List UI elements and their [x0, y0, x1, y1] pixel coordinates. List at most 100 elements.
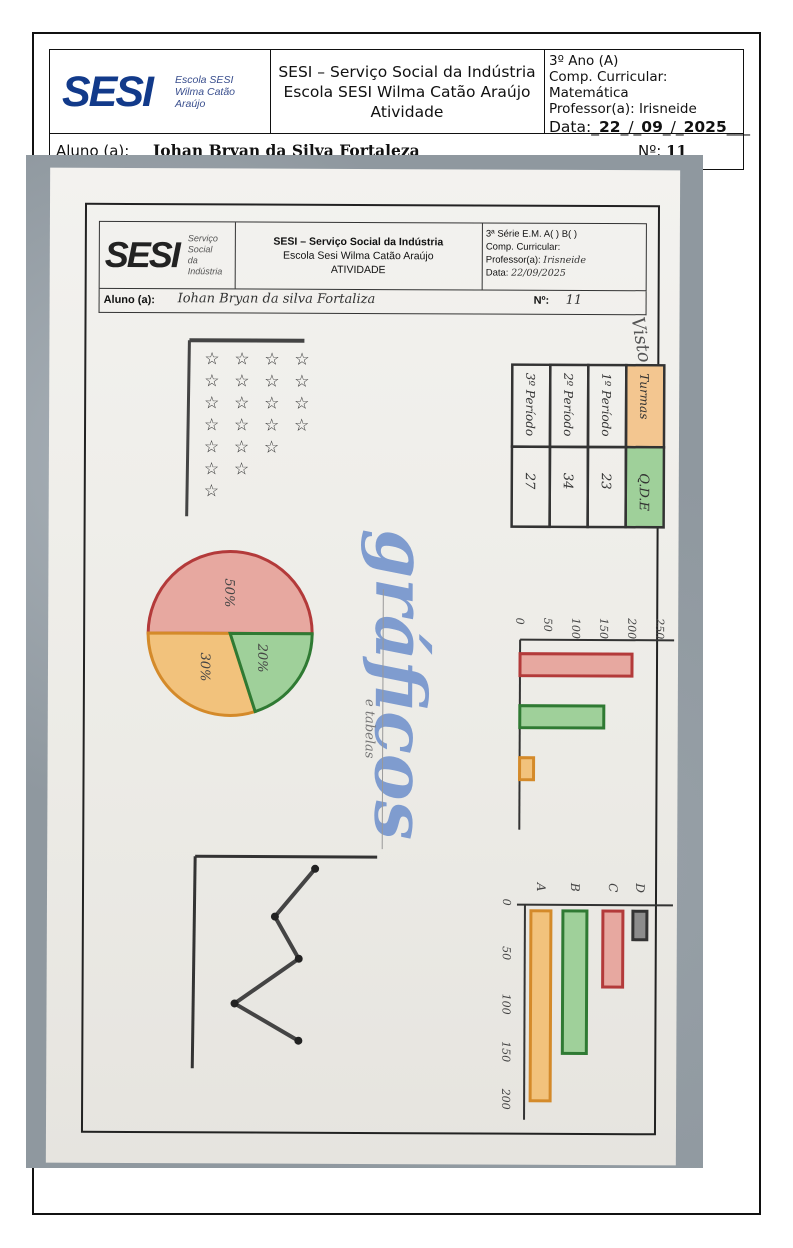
pie-label: 50%	[221, 578, 236, 607]
data-table: Turmas Q.D.E 1º Período 23 2º Período 34 3º Pe…	[510, 363, 666, 529]
pictograph-chart: ☆ ☆ ☆ ☆☆ ☆ ☆ ☆☆ ☆ ☆ ☆☆ ☆ ☆ ☆☆ ☆ ☆☆ ☆☆	[185, 338, 310, 517]
date-day: 22	[598, 118, 621, 136]
horizontal-bar-chart: 0 50 100 150 200 250	[513, 617, 675, 830]
vbar-tick-label: 200	[499, 1088, 512, 1110]
date-field: Data:_22_/_09_/_2025___	[549, 118, 750, 136]
star-icon: ☆	[264, 438, 279, 458]
info-cell: 3º Ano (A) Comp. Curricular: Matemática …	[544, 50, 750, 136]
date-month: 09	[641, 118, 663, 136]
hbar-tick-label: 150	[597, 618, 610, 639]
activity-photo: SESI Serviço Social da Indústria SESI – …	[26, 155, 703, 1168]
big-title: gráficos	[358, 529, 442, 840]
logo-subtitle: Escola SESI Wilma Catão Araújo	[175, 74, 235, 110]
line-series	[230, 867, 317, 1043]
pictograph-axis-left	[185, 340, 191, 517]
star-icon: ☆	[204, 437, 219, 457]
star-icon: ☆	[204, 371, 219, 391]
pictograph-axis-top	[189, 338, 305, 343]
logo-sub-line: Wilma Catão	[175, 86, 236, 98]
visto-stamp: Visto	[627, 315, 655, 364]
vbar-category-label: A	[534, 882, 548, 892]
star-icon: ☆	[234, 415, 249, 435]
table-header-label: 1º Período	[599, 373, 613, 436]
table-value-label: 23	[598, 472, 613, 490]
star-icon: ☆	[204, 459, 219, 479]
star-icon: ☆	[294, 350, 309, 370]
star-icon: ☆	[264, 416, 279, 436]
star-icon: ☆	[234, 349, 249, 369]
pie-label: 30%	[197, 652, 212, 681]
star-icon: ☆	[234, 437, 249, 457]
teacher-text: Professor(a): Irisneide	[549, 101, 697, 117]
star-icon: ☆	[294, 416, 309, 436]
star-icon: ☆	[234, 459, 249, 479]
star-icon: ☆	[234, 371, 249, 391]
hbar-bar	[518, 704, 606, 730]
vbar-tick-label: 50	[500, 946, 513, 960]
hbar-bar	[518, 756, 536, 782]
line-point	[311, 864, 320, 873]
subtitle: e tabelas	[362, 699, 377, 759]
activity-title: Atividade	[370, 102, 444, 121]
hbar-axis-top	[520, 638, 675, 642]
vbar-bar	[528, 909, 553, 1103]
vertical-bar-chart: 0 50 100 150 200 A B C D	[499, 882, 673, 1120]
line-point	[294, 954, 303, 963]
star-icon: ☆	[264, 372, 279, 392]
hbar-tick-label: 200	[625, 617, 638, 639]
sesi-logo: SESI	[62, 68, 154, 116]
logo-cell: SESI Escola SESI Wilma Catão Araújo	[50, 50, 271, 133]
star-icon: ☆	[234, 393, 249, 413]
pie-slice	[228, 631, 314, 714]
vbar-category-label: D	[633, 882, 647, 893]
date-year: 2025	[683, 118, 727, 136]
vbar-category-label: B	[568, 882, 582, 892]
hand-drawn-charts: Visto ☆ ☆ ☆ ☆☆ ☆ ☆ ☆☆ ☆ ☆ ☆☆ ☆ ☆ ☆☆ ☆ ☆☆ ☆☆ TurmasQ.D.E…	[146, 315, 675, 1120]
vbar-axis-top	[516, 903, 673, 907]
hbar-tick-label: 250	[653, 617, 666, 639]
star-icon: ☆	[264, 350, 279, 370]
star-icon: ☆	[294, 372, 309, 392]
hbar-tick-label: 100	[569, 618, 582, 639]
pie-label: 20%	[254, 643, 269, 673]
logo-sub-line: Escola SESI	[175, 74, 234, 86]
school-name: Escola SESI Wilma Catão Araújo	[283, 82, 531, 101]
table-value-label: 34	[560, 473, 575, 490]
line-chart	[190, 854, 378, 1069]
vbar-tick-label: 150	[499, 1041, 512, 1062]
star-icon: ☆	[204, 349, 219, 369]
pie-chart: 50% 30% 20%	[146, 549, 314, 717]
table-value-cell	[510, 445, 552, 529]
logo-sub-line: Araújo	[175, 98, 206, 110]
vbar-tick-label: 100	[499, 994, 512, 1015]
vbar-bar	[601, 909, 625, 989]
table-header-label: Turmas	[637, 373, 651, 419]
title-cell: SESI – Serviço Social da Indústria Escol…	[270, 50, 545, 133]
vbar-axis-left	[523, 904, 526, 1120]
pie-slice	[146, 631, 258, 717]
star-icon: ☆	[204, 481, 219, 501]
grade-text: 3º Ano (A)	[549, 53, 619, 69]
line-axis-left	[190, 856, 197, 1069]
star-icon: ☆	[264, 394, 279, 414]
title-underline	[381, 589, 384, 850]
vbar-bar	[560, 909, 589, 1055]
line-point	[270, 912, 279, 921]
header-table: SESI Escola SESI Wilma Catão Araújo SESI…	[49, 49, 750, 136]
date-label: Data:	[549, 118, 592, 136]
line-point	[294, 1036, 303, 1045]
star-icon: ☆	[204, 415, 219, 435]
table-value-label: 27	[522, 472, 537, 490]
table-header-label: 2º Período	[561, 372, 575, 436]
vbar-category-label: C	[606, 883, 620, 892]
hbar-tick-label: 50	[541, 618, 554, 632]
subject-text: Comp. Curricular: Matemática	[549, 69, 668, 101]
hbar-tick-label: 0	[513, 618, 526, 625]
star-icon: ☆	[204, 393, 219, 413]
table-value-label: Q.D.E	[636, 473, 651, 511]
star-icon: ☆	[294, 394, 309, 414]
table-header-label: 3º Período	[523, 373, 537, 436]
pie-slice	[146, 549, 314, 636]
line-axis-top	[195, 854, 378, 859]
paper-sheet: SESI Serviço Social da Indústria SESI – …	[45, 167, 681, 1166]
